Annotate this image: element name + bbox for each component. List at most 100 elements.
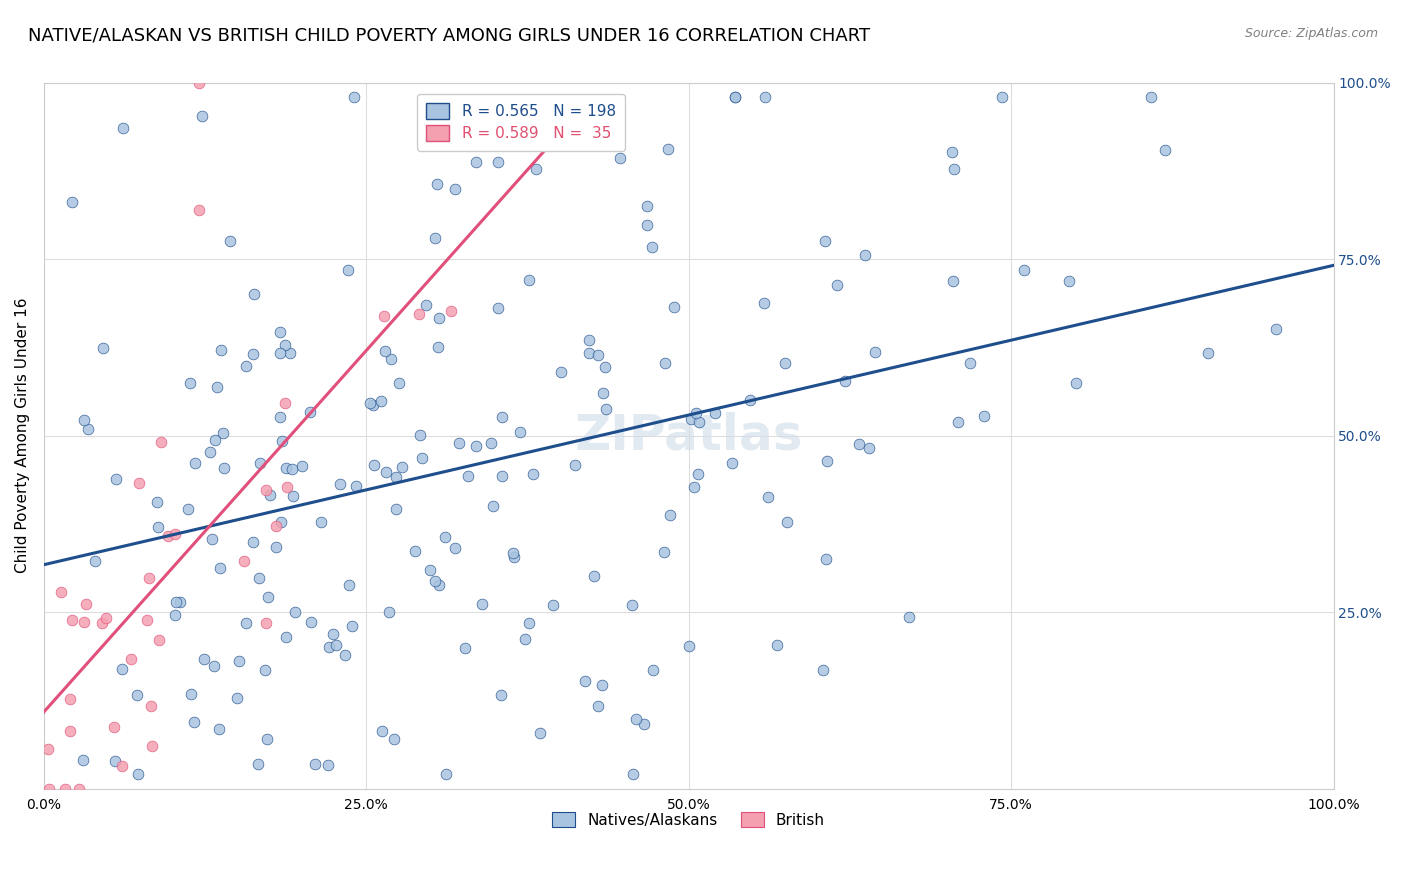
Point — [165, 607, 187, 622]
Y-axis label: Child Poverty Among Girls Under 16: Child Poverty Among Girls Under 16 — [15, 298, 30, 574]
Text: ZIPatlas: ZIPatlas — [575, 412, 803, 459]
Point — [814, 234, 837, 248]
Point — [624, 712, 647, 726]
Point — [146, 495, 169, 509]
Point — [193, 652, 215, 666]
Point — [363, 458, 385, 473]
Point — [409, 428, 432, 442]
Point — [1139, 90, 1161, 104]
Point — [361, 398, 384, 412]
Point — [204, 659, 226, 673]
Point — [37, 742, 59, 756]
Point — [375, 465, 398, 479]
Point — [76, 422, 98, 436]
Point — [198, 445, 221, 459]
Point — [177, 502, 200, 516]
Point — [269, 325, 291, 339]
Point — [156, 529, 179, 543]
Point — [404, 544, 426, 558]
Point — [756, 491, 779, 505]
Point — [235, 616, 257, 631]
Point — [429, 311, 451, 326]
Point — [104, 473, 127, 487]
Point — [814, 552, 837, 566]
Point — [465, 439, 488, 453]
Point — [228, 654, 250, 668]
Point — [125, 688, 148, 702]
Point — [385, 470, 408, 484]
Point — [359, 396, 381, 410]
Point — [371, 723, 394, 738]
Point — [208, 560, 231, 574]
Point — [165, 595, 187, 609]
Point — [408, 307, 430, 321]
Point — [148, 632, 170, 647]
Point — [411, 451, 433, 466]
Point — [434, 530, 457, 544]
Point — [136, 614, 159, 628]
Point — [209, 343, 232, 357]
Point — [49, 585, 72, 599]
Point — [623, 767, 645, 781]
Point — [382, 731, 405, 746]
Point — [247, 757, 270, 772]
Point — [443, 182, 465, 196]
Point — [633, 717, 655, 731]
Point — [344, 479, 367, 493]
Point — [247, 571, 270, 585]
Point — [291, 458, 314, 473]
Point — [776, 515, 799, 529]
Point — [419, 563, 441, 577]
Point — [423, 230, 446, 244]
Point — [104, 754, 127, 768]
Point — [578, 333, 600, 347]
Point — [678, 639, 700, 653]
Point — [593, 360, 616, 375]
Text: NATIVE/ALASKAN VS BRITISH CHILD POVERTY AMONG GIRLS UNDER 16 CORRELATION CHART: NATIVE/ALASKAN VS BRITISH CHILD POVERTY … — [28, 27, 870, 45]
Point — [256, 590, 278, 604]
Point — [754, 90, 776, 104]
Point — [184, 456, 207, 470]
Point — [592, 385, 614, 400]
Point — [621, 598, 644, 612]
Point — [165, 527, 187, 541]
Point — [270, 515, 292, 529]
Point — [67, 781, 90, 796]
Point — [254, 615, 277, 630]
Point — [60, 195, 83, 210]
Point — [322, 627, 344, 641]
Point — [775, 356, 797, 370]
Point — [564, 458, 586, 472]
Point — [337, 263, 360, 277]
Point — [299, 405, 322, 419]
Point — [664, 300, 686, 314]
Point — [1154, 144, 1177, 158]
Point — [380, 352, 402, 367]
Point — [491, 469, 513, 483]
Point — [586, 698, 609, 713]
Point — [491, 409, 513, 424]
Point — [643, 663, 665, 677]
Point — [529, 726, 551, 740]
Point — [388, 376, 411, 391]
Point — [212, 461, 235, 475]
Point — [72, 753, 94, 767]
Point — [659, 508, 682, 523]
Point — [509, 425, 531, 440]
Point — [91, 341, 114, 355]
Point — [304, 756, 326, 771]
Point — [111, 759, 134, 773]
Point — [337, 578, 360, 592]
Point — [218, 234, 240, 248]
Point — [502, 550, 524, 565]
Point — [943, 162, 966, 177]
Point — [766, 638, 789, 652]
Point — [266, 519, 288, 533]
Point — [457, 469, 479, 483]
Point — [1012, 263, 1035, 277]
Point — [264, 540, 287, 554]
Point — [179, 376, 201, 391]
Point — [688, 415, 710, 429]
Point — [280, 462, 302, 476]
Point — [180, 687, 202, 701]
